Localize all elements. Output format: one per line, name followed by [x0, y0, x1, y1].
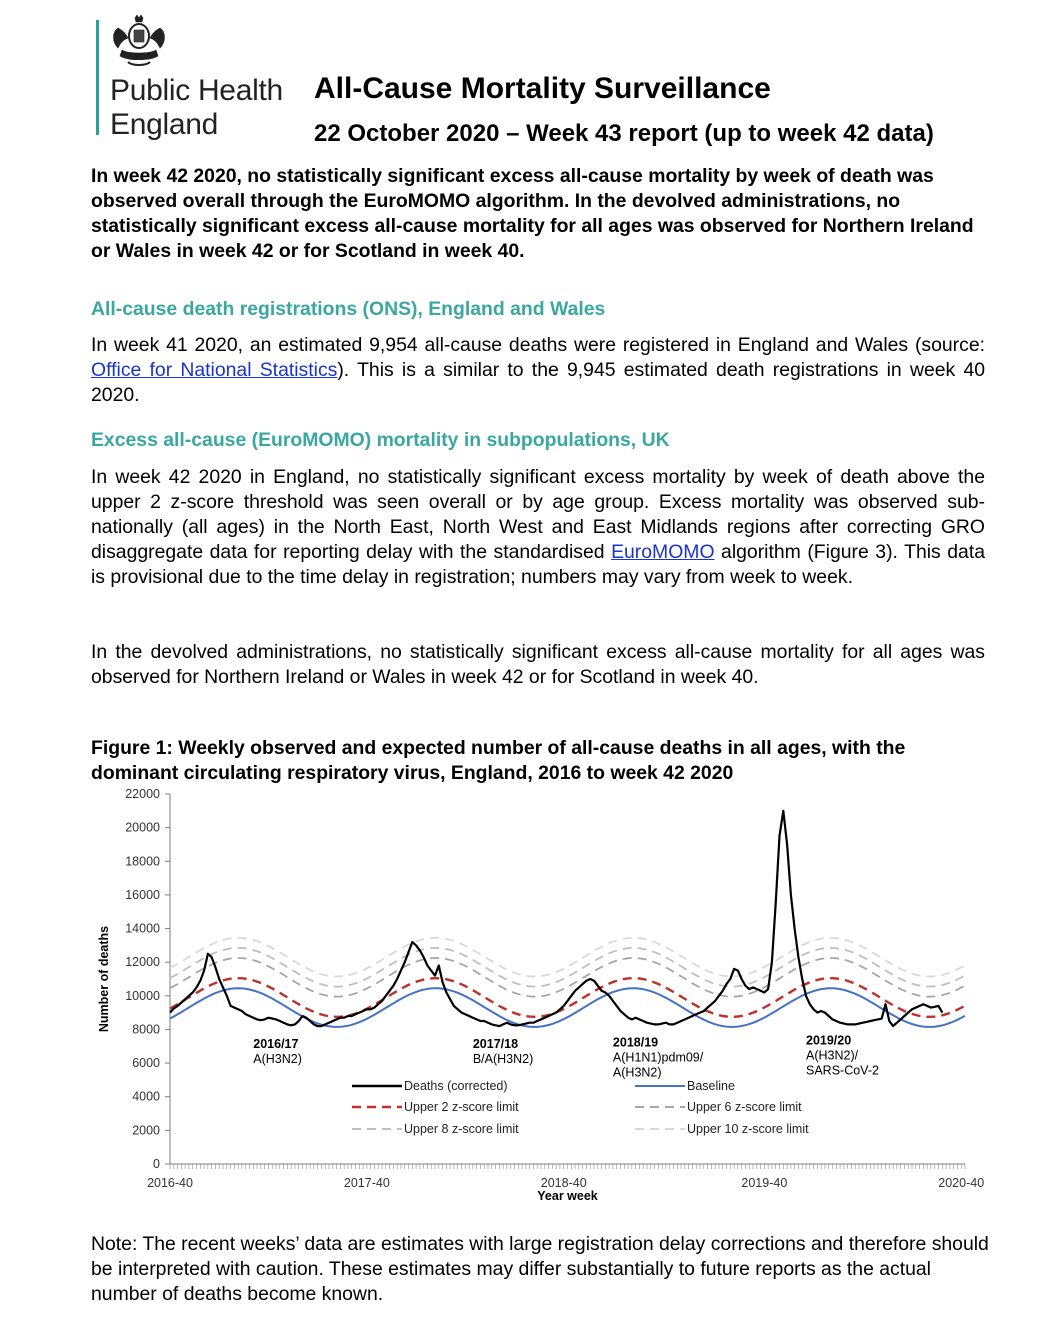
season-virus-label: A(H3N2)/ — [806, 1049, 859, 1063]
organisation-logo-text: Public Health England — [110, 74, 283, 142]
document-title: All-Cause Mortality Surveillance — [314, 72, 771, 105]
y-tick-label: 16000 — [125, 888, 160, 902]
org-name-line1: Public Health — [110, 74, 283, 107]
euromomo-paragraph: In week 42 2020 in England, no statistic… — [91, 465, 985, 590]
y-tick-label: 12000 — [125, 955, 160, 969]
royal-crest-icon — [113, 14, 165, 66]
y-tick-label: 18000 — [125, 854, 160, 868]
ons-link[interactable]: Office for National Statistics — [91, 359, 338, 381]
series-line-upper-8-z-score-limit — [169, 946, 966, 988]
y-tick-label: 2000 — [132, 1123, 160, 1137]
euromomo-text-before: In week 42 2020 in England, no statistic… — [91, 466, 985, 563]
legend-label-upper-10-z-score-limit: Upper 10 z-score limit — [687, 1122, 809, 1136]
ons-paragraph: In week 41 2020, an estimated 9,954 all-… — [91, 333, 985, 408]
y-axis-title: Number of deaths — [97, 926, 111, 1032]
series-line-upper-10-z-score-limit — [169, 936, 966, 978]
series-line-upper-6-z-score-limit — [169, 957, 966, 998]
legend-label-upper-6-z-score-limit: Upper 6 z-score limit — [687, 1100, 802, 1114]
x-axis-title: Year week — [537, 1189, 598, 1203]
legend-label-upper-8-z-score-limit: Upper 8 z-score limit — [404, 1122, 519, 1136]
logo-divider — [96, 20, 99, 135]
y-tick-label: 6000 — [132, 1056, 160, 1070]
legend-label-deaths-corrected-: Deaths (corrected) — [404, 1079, 508, 1093]
series-line-baseline — [169, 987, 966, 1028]
season-virus-label: A(H1N1)pdm09/ — [613, 1050, 704, 1064]
ons-text-before: In week 41 2020, an estimated 9,954 all-… — [91, 334, 985, 356]
figure-caption: Figure 1: Weekly observed and expected n… — [91, 737, 906, 784]
x-tick-label: 2016-40 — [147, 1176, 193, 1190]
season-virus-label: A(H3N2) — [253, 1052, 302, 1066]
summary-paragraph: In week 42 2020, no statistically signif… — [91, 165, 974, 262]
season-label: 2018/19 — [613, 1035, 658, 1049]
season-virus-label: SARS-CoV-2 — [806, 1064, 879, 1078]
season-label: 2019/20 — [806, 1034, 851, 1048]
devolved-paragraph: In the devolved administrations, no stat… — [91, 641, 985, 688]
y-tick-label: 0 — [153, 1157, 160, 1171]
x-tick-label: 2017-40 — [344, 1176, 390, 1190]
euromomo-link[interactable]: EuroMOMO — [611, 541, 715, 563]
x-tick-label: 2019-40 — [741, 1176, 787, 1190]
legend-label-upper-2-z-score-limit: Upper 2 z-score limit — [404, 1100, 519, 1114]
y-tick-label: 8000 — [132, 1022, 160, 1036]
org-name-line2: England — [110, 108, 218, 141]
section-heading-euromomo: Excess all-cause (EuroMOMO) mortality in… — [91, 429, 670, 451]
x-tick-label: 2020-40 — [938, 1176, 984, 1190]
legend-label-baseline: Baseline — [687, 1079, 735, 1093]
series-line-deaths-corrected — [169, 809, 944, 1028]
ons-text-after: ). This is a similar to the 9,945 estima… — [91, 359, 986, 406]
season-label: 2016/17 — [253, 1037, 298, 1051]
euromomo-text-after: algorithm (Figure 3). This data is provi… — [91, 541, 985, 588]
y-tick-label: 14000 — [125, 922, 160, 936]
y-tick-label: 4000 — [132, 1090, 160, 1104]
section-heading-ons: All-cause death registrations (ONS), Eng… — [91, 298, 606, 320]
season-label: 2017/18 — [473, 1037, 518, 1051]
y-tick-label: 10000 — [125, 989, 160, 1003]
mortality-chart: 0 2000 4000 6000 8000 10000 12000 14000 16000 180… — [97, 787, 984, 1203]
y-tick-label: 20000 — [125, 821, 160, 835]
document-subtitle: 22 October 2020 – Week 43 report (up to … — [314, 120, 934, 147]
season-virus-label: B/A(H3N2) — [473, 1052, 533, 1066]
y-tick-label: 22000 — [125, 787, 160, 801]
series-line-upper-2-z-score-limit — [169, 976, 966, 1019]
season-virus-label: A(H3N2) — [613, 1065, 662, 1079]
caution-note: Note: The recent weeks’ data are estimat… — [91, 1233, 989, 1305]
x-tick-label: 2018-40 — [541, 1176, 587, 1190]
